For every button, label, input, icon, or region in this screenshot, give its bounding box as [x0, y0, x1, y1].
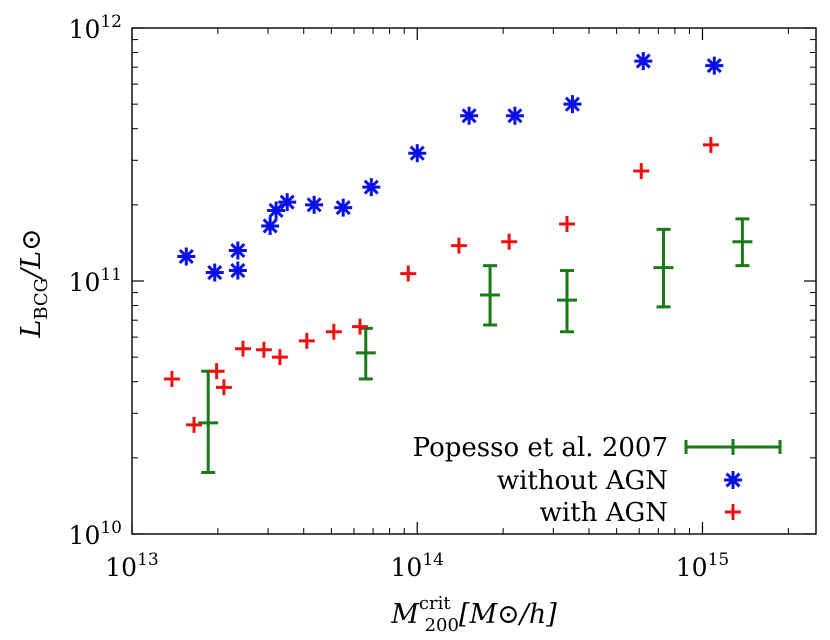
data-point-without-agn	[563, 95, 582, 114]
data-point-with-agn	[559, 215, 576, 232]
data-point-with-agn	[235, 340, 252, 357]
data-point-with-agn	[450, 237, 467, 254]
data-point-with-agn	[325, 323, 342, 340]
data-point-with-agn	[633, 163, 650, 180]
data-point-without-agn	[505, 106, 524, 125]
data-point-without-agn	[278, 193, 297, 212]
data-point-without-agn	[460, 106, 479, 125]
axes: 1013 1014 1015 1010 1011 1012 Mcrit 200[M⊙/h] LB…	[16, 12, 817, 636]
data-point-popesso	[355, 326, 376, 381]
data-point-with-agn	[400, 265, 417, 282]
data-point-without-agn	[261, 216, 280, 235]
data-point-without-agn	[205, 263, 224, 282]
legend-marker-popesso	[684, 439, 782, 455]
data-point-with-agn	[271, 349, 288, 366]
legend-label: Popesso et al. 2007	[413, 433, 668, 463]
data-point-with-agn	[215, 379, 232, 396]
legend-label: without AGN	[497, 466, 668, 496]
data-point-without-agn	[362, 178, 381, 197]
data-point-with-agn	[163, 370, 180, 387]
data-point-without-agn	[228, 261, 247, 280]
x-axis-label: Mcrit 200[M⊙/h]	[390, 593, 557, 636]
y-axis-label: LBCG/L⊙	[16, 228, 52, 338]
data-point-without-agn	[305, 195, 324, 214]
x-tick-label: 1014	[391, 550, 444, 582]
data-point-with-agn	[186, 416, 203, 433]
data-point-without-agn	[634, 52, 653, 71]
y-tick-label: 1010	[69, 518, 122, 550]
data-point-without-agn	[705, 56, 724, 75]
legend-label: with AGN	[540, 498, 668, 528]
data-point-popesso	[480, 264, 501, 327]
y-tick-label: 1012	[69, 12, 122, 44]
data-point-with-agn	[352, 318, 369, 335]
data-point-without-agn	[267, 201, 286, 220]
plot-area	[163, 52, 753, 475]
legend-marker-without-agn	[724, 471, 742, 489]
data-point-popesso	[732, 217, 753, 268]
data-point-with-agn	[208, 363, 225, 380]
x-tick-label: 1013	[105, 550, 158, 582]
data-point-without-agn	[408, 144, 427, 163]
data-point-with-agn	[501, 233, 518, 250]
data-point-popesso	[653, 227, 674, 309]
data-point-with-agn	[702, 136, 719, 153]
data-point-without-agn	[177, 247, 196, 266]
y-tick-label: 1011	[69, 265, 122, 297]
data-point-with-agn	[298, 332, 315, 349]
data-point-popesso	[198, 369, 219, 475]
data-point-popesso	[557, 269, 578, 334]
x-tick-label: 1015	[676, 550, 729, 582]
data-point-without-agn	[334, 198, 353, 217]
data-point-without-agn	[228, 241, 247, 260]
data-point-with-agn	[255, 341, 272, 358]
legend-marker-with-agn	[725, 504, 741, 520]
